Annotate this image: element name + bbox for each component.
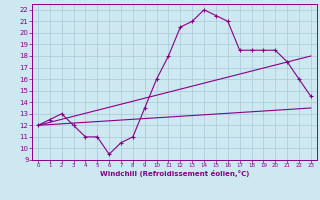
X-axis label: Windchill (Refroidissement éolien,°C): Windchill (Refroidissement éolien,°C) <box>100 170 249 177</box>
